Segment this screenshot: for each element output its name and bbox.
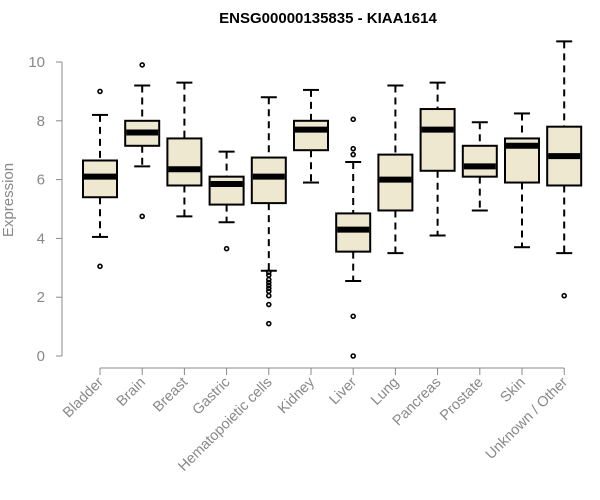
- y-tick-label: 10: [28, 54, 45, 71]
- x-category-label: Liver: [326, 374, 360, 408]
- outlier-point: [350, 145, 357, 152]
- y-tick-label: 4: [37, 230, 45, 247]
- box-lung: [377, 84, 414, 255]
- chart-title: ENSG00000135835 - KIAA1614: [219, 10, 437, 27]
- box-liver: [335, 116, 372, 359]
- x-category-label: Lung: [368, 375, 402, 409]
- x-category-label: Skin: [498, 375, 529, 406]
- box-gastric: [208, 150, 245, 252]
- iqr-box: [208, 175, 245, 206]
- x-category-label: Breast: [150, 375, 191, 416]
- outlier-point: [265, 269, 272, 276]
- outlier-point: [265, 282, 272, 289]
- outlier-point: [97, 88, 103, 95]
- box-bladder: [82, 88, 118, 270]
- outlier-point: [265, 285, 272, 292]
- outlier-point: [265, 276, 272, 283]
- box-unknown-other: [546, 40, 583, 299]
- outlier-point: [265, 279, 272, 286]
- y-tick-label: 0: [37, 348, 45, 365]
- box-prostate: [461, 121, 498, 212]
- outlier-point: [139, 62, 145, 68]
- x-category-label: Kidney: [275, 374, 318, 417]
- outlier-point: [265, 301, 272, 308]
- iqr-box: [166, 137, 203, 187]
- y-tick-label: 2: [37, 289, 45, 306]
- box-pancreas: [419, 81, 456, 237]
- x-category-label: Bladder: [60, 374, 107, 421]
- y-axis-label: Expression: [0, 163, 17, 237]
- x-category-label: Brain: [114, 375, 149, 410]
- iqr-box: [419, 108, 456, 172]
- iqr-box: [250, 156, 287, 205]
- outlier-point: [350, 353, 357, 359]
- outlier-point: [97, 263, 103, 270]
- box-series: [82, 40, 583, 359]
- box-breast: [166, 81, 203, 218]
- iqr-box: [461, 144, 498, 178]
- y-axis: 0 2 4 6 8 10: [28, 54, 63, 365]
- outlier-point: [561, 292, 568, 299]
- outlier-point: [265, 288, 272, 295]
- outlier-point: [139, 213, 145, 220]
- y-tick-label: 8: [37, 113, 45, 130]
- outlier-point: [265, 320, 272, 327]
- box-hematopoietic-cells: [250, 96, 287, 327]
- x-category-label: Prostate: [437, 375, 486, 424]
- outlier-point: [223, 245, 230, 252]
- box-brain: [124, 62, 161, 220]
- box-kidney: [293, 88, 329, 184]
- outlier-point: [350, 313, 357, 320]
- y-tick-label: 6: [37, 172, 45, 189]
- box-skin: [504, 112, 540, 249]
- outlier-point: [265, 292, 272, 299]
- iqr-box: [293, 119, 329, 152]
- outlier-point: [265, 272, 272, 278]
- outlier-point: [350, 151, 357, 158]
- outlier-point: [350, 116, 357, 123]
